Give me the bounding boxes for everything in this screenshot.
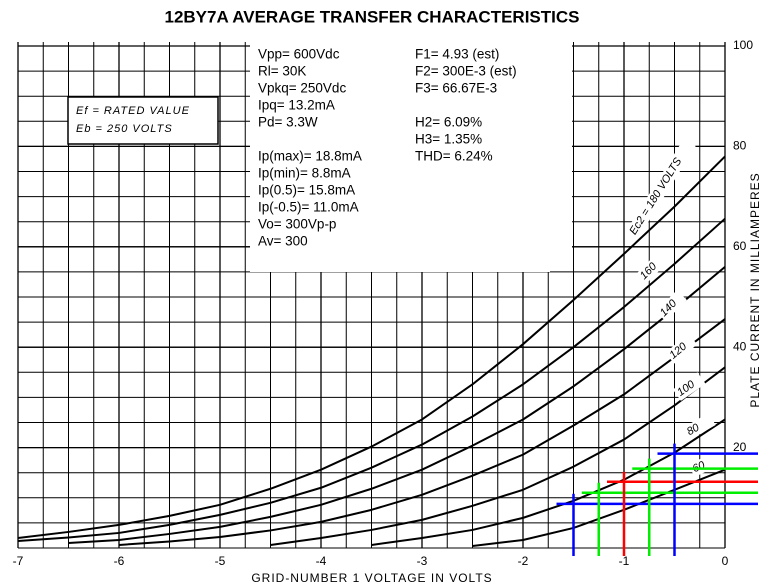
y-tick-label: 80 [733, 139, 747, 153]
conditions-box [67, 96, 219, 145]
x-tick-label: 0 [722, 554, 729, 568]
x-tick-label: -3 [417, 554, 428, 568]
curve-label-bg [672, 372, 706, 401]
curve-label-bg [655, 290, 687, 322]
x-tick-label: -6 [114, 554, 125, 568]
y-tick-label: 20 [733, 440, 747, 454]
curve [17, 217, 726, 542]
note-text: H2= 6.09% [415, 115, 482, 130]
note-text: H3= 1.35% [415, 132, 482, 147]
note-text: Ip(-0.5)= 11.0mA [258, 200, 359, 215]
curve-label-bg [688, 451, 722, 478]
note-text: Ip(min)= 8.8mA [258, 166, 351, 181]
x-tick-label: -1 [619, 554, 630, 568]
y-tick-label: 100 [733, 38, 753, 52]
note-text: F1= 4.93 (est) [415, 47, 499, 62]
curve [17, 155, 726, 539]
curve-label: 60 [691, 459, 708, 475]
x-tick-label: -2 [518, 554, 529, 568]
note-text: Ip(0.5)= 15.8mA [258, 183, 355, 198]
note-text: Vpp= 600Vdc [258, 47, 340, 62]
note-text: Vo= 300Vp-p [258, 217, 336, 232]
text-area [250, 38, 550, 272]
note-text: Av= 300 [258, 234, 308, 249]
curve [270, 366, 726, 546]
x-tick-label: -7 [13, 554, 24, 568]
curve-label-bg [665, 333, 698, 364]
y-tick-label: 40 [733, 339, 747, 353]
note-text: Pd= 3.3W [258, 115, 318, 130]
y-axis-label: PLATE CURRENT IN MILLIAMPERES [748, 172, 762, 407]
note-text: THD= 6.24% [415, 149, 493, 164]
note-text: Rl= 30K [258, 64, 306, 79]
note-text: Vpkq= 250Vdc [258, 81, 346, 96]
condition-text: Eb = 250 VOLTS [76, 123, 173, 135]
curve [118, 318, 726, 546]
curve-label-bg [635, 253, 667, 285]
note-text: Ip(max)= 18.8mA [258, 149, 362, 164]
note-text: F2= 300E-3 (est) [415, 64, 517, 79]
x-tick-label: -5 [215, 554, 226, 568]
curve [371, 418, 726, 546]
y-tick-label: 60 [733, 239, 747, 253]
x-tick-label: -4 [316, 554, 327, 568]
x-axis-label: GRID-NUMBER 1 VOLTAGE IN VOLTS [251, 571, 492, 585]
condition-text: Ef = RATED VALUE [76, 105, 190, 117]
chart-title: 12BY7A AVERAGE TRANSFER CHARACTERISTICS [165, 7, 580, 26]
curve [68, 266, 726, 544]
note-text: Ipq= 13.2mA [258, 98, 335, 113]
note-text: F3= 66.67E-3 [415, 81, 497, 96]
curve-label-bg [682, 412, 716, 441]
curve-label-bg [625, 138, 696, 240]
